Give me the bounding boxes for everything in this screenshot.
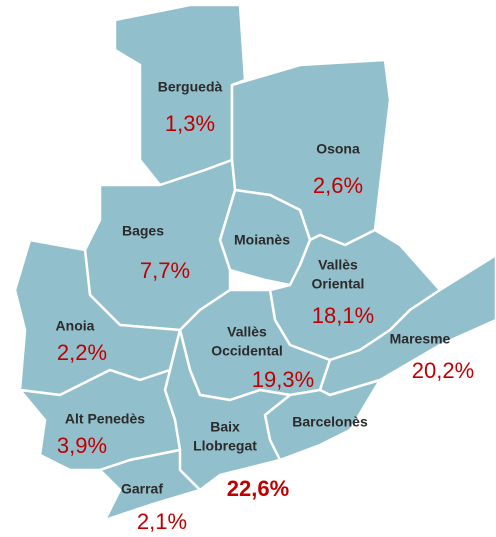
regions bbox=[13, 3, 496, 522]
region-share: 20,2% bbox=[412, 358, 474, 383]
region-name: Moianès bbox=[234, 232, 290, 248]
region-name: Baix bbox=[210, 419, 240, 435]
region-shape bbox=[18, 368, 182, 472]
region-name: Garraf bbox=[121, 481, 163, 497]
region-name: Bages bbox=[122, 223, 164, 239]
region-share: 2,6% bbox=[313, 173, 363, 198]
region-name: Vallès bbox=[227, 324, 267, 340]
region-share: 2,2% bbox=[57, 340, 107, 365]
region-share: 3,9% bbox=[57, 433, 107, 458]
labels: Berguedà 1,3% Osona 2,6% Bages 7,7% Moianès Val… bbox=[56, 79, 475, 534]
region-name: Anoia bbox=[56, 318, 95, 334]
region-name: Osona bbox=[316, 141, 360, 157]
region-name: Alt Penedès bbox=[65, 411, 145, 427]
region-share: 19,3% bbox=[252, 367, 314, 392]
region-share: 18,1% bbox=[312, 303, 374, 328]
region-shape bbox=[98, 448, 202, 522]
region-name: Maresme bbox=[390, 331, 451, 347]
region-share: 22,6% bbox=[227, 476, 289, 501]
region-share: 2,1% bbox=[137, 509, 187, 534]
region-name: Vallès bbox=[318, 257, 358, 273]
region-name: Occidental bbox=[211, 343, 283, 359]
region-share: 7,7% bbox=[140, 258, 190, 283]
region-name: Berguedà bbox=[158, 79, 223, 95]
region-name: Oriental bbox=[312, 276, 365, 292]
region-name: Barcelonès bbox=[292, 414, 368, 430]
region-share: 1,3% bbox=[165, 111, 215, 136]
region-name: Llobregat bbox=[193, 438, 257, 454]
region-shape bbox=[113, 3, 247, 187]
